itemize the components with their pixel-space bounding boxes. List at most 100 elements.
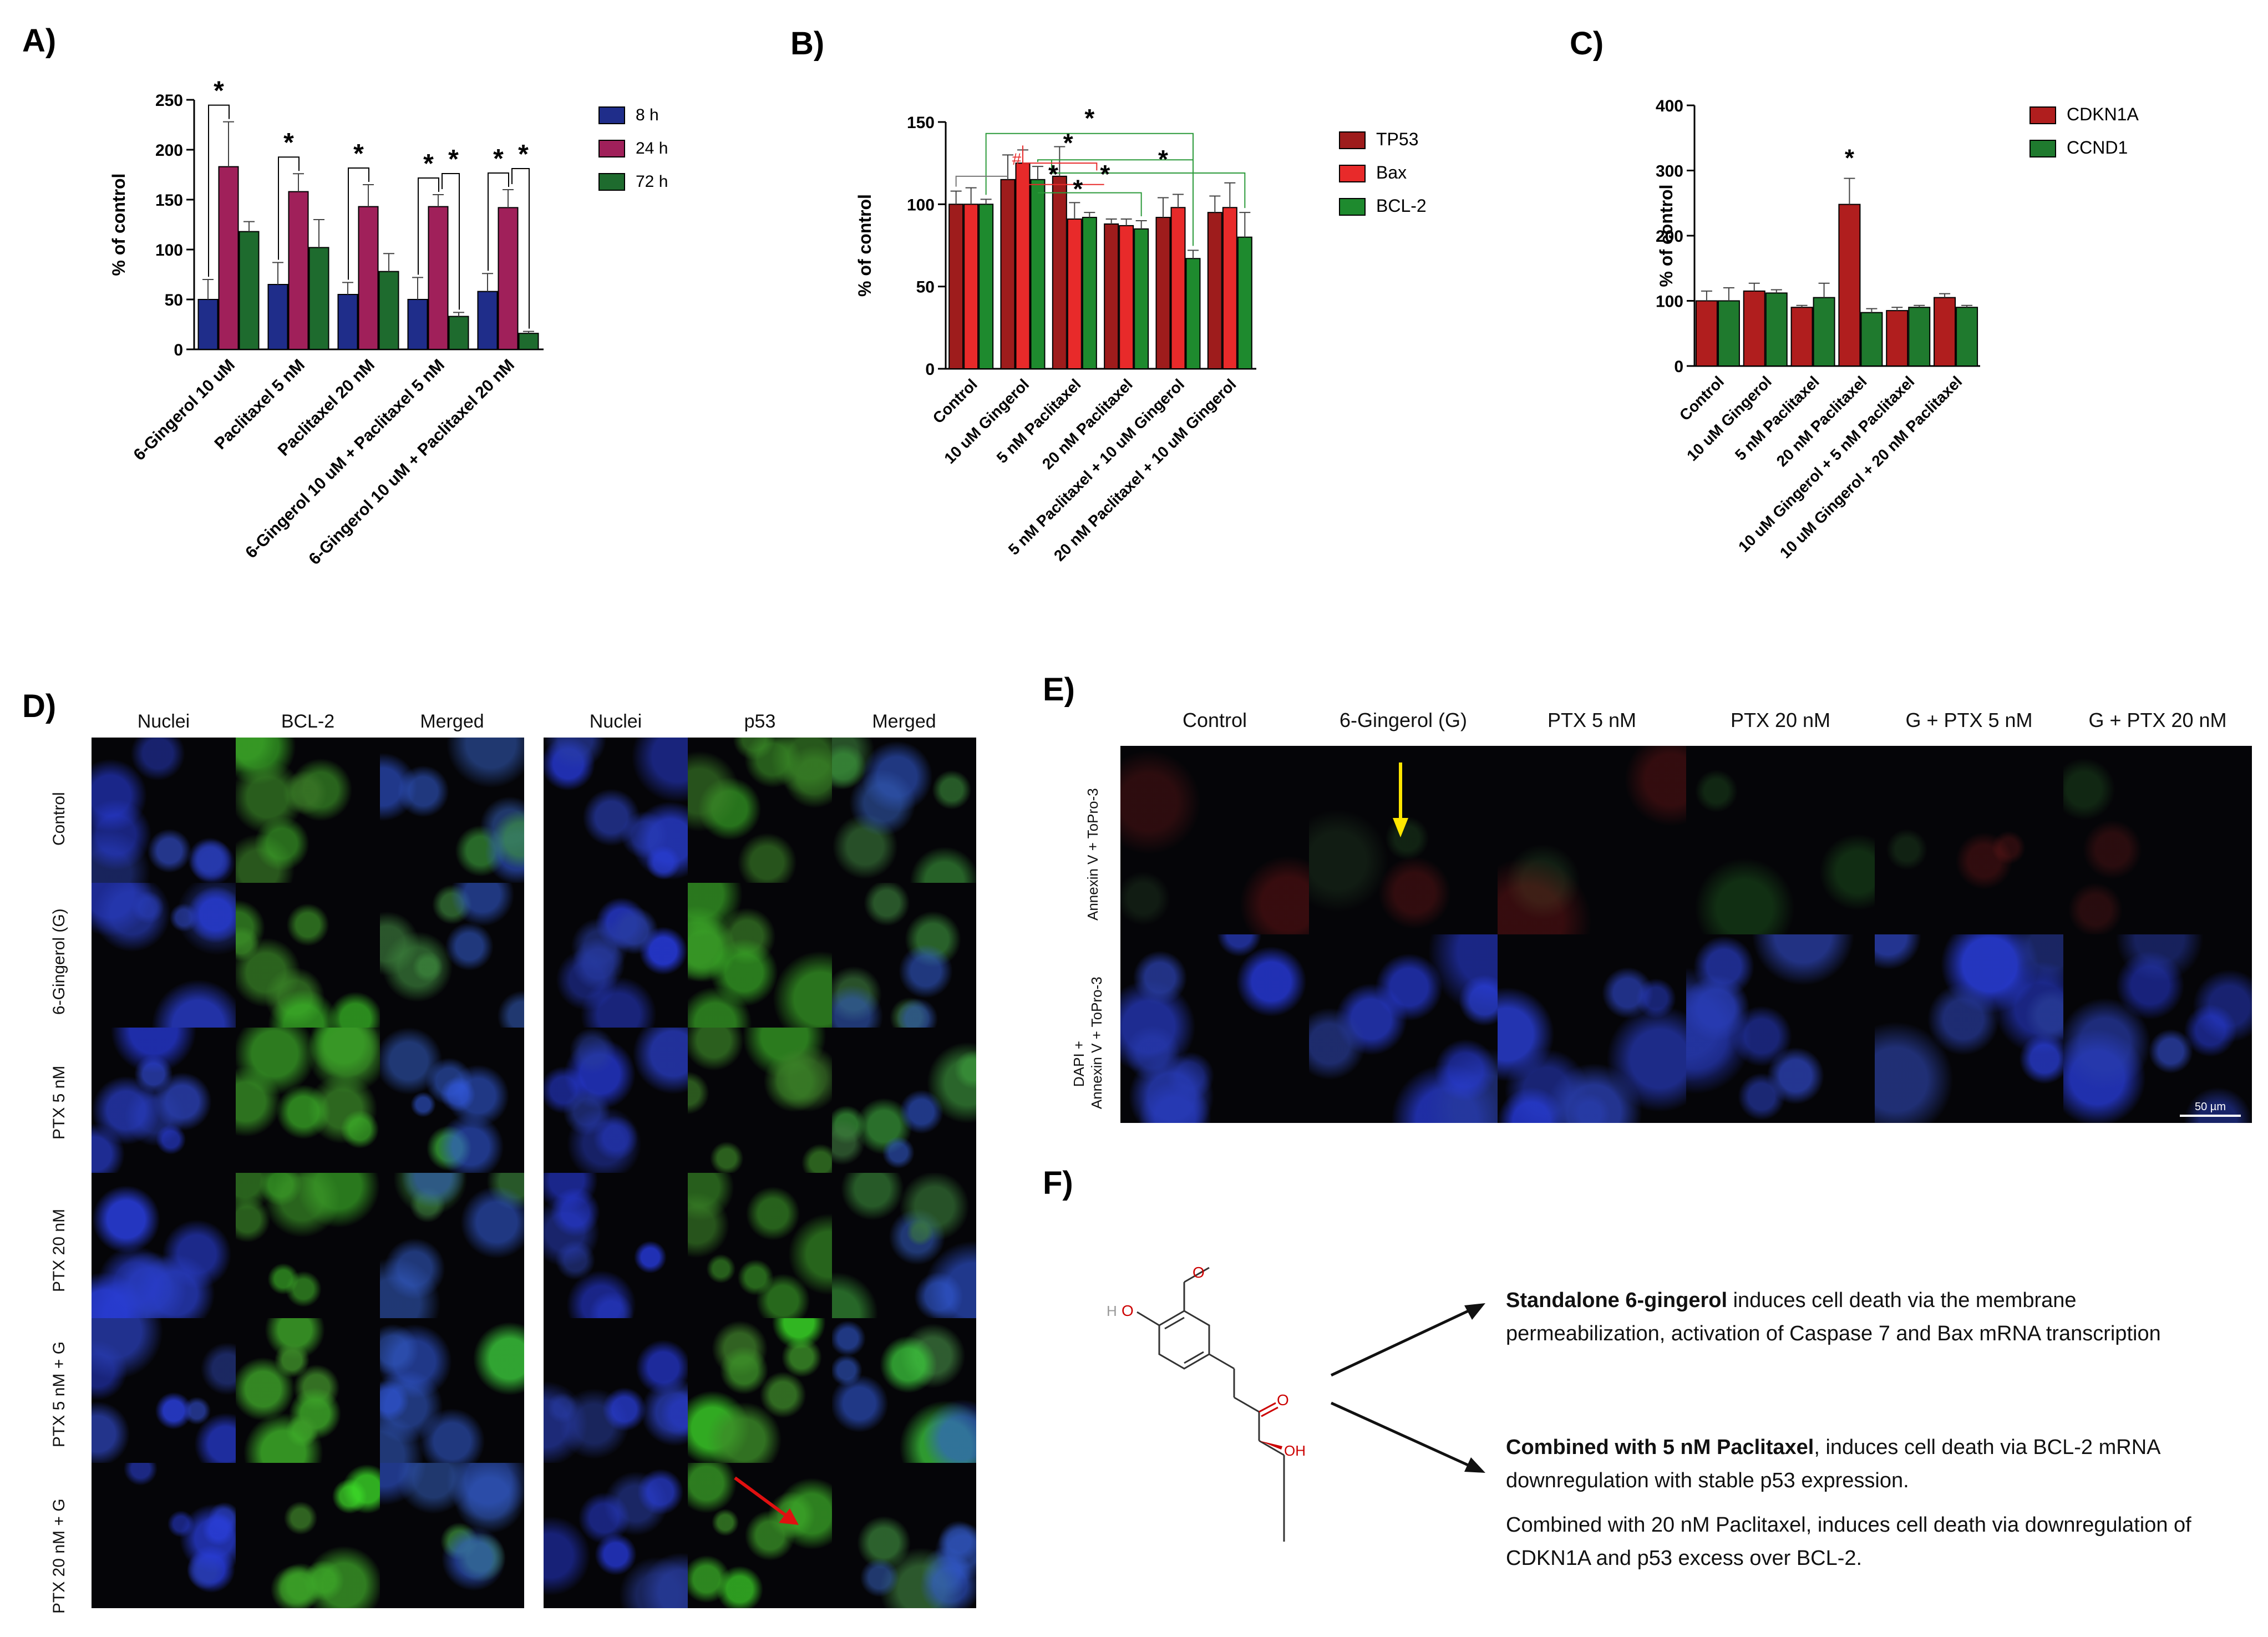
- significance-star: *: [448, 145, 459, 174]
- bar: [197, 299, 219, 350]
- significance-star: *: [214, 77, 224, 106]
- significance-star: *: [1084, 104, 1094, 133]
- atom-o3: O: [1277, 1391, 1289, 1409]
- y-tick-label: 150: [907, 114, 935, 132]
- annotation-standalone-bold: Standalone 6-gingerol: [1506, 1289, 1728, 1312]
- d-tile-p53-merged: [832, 1318, 976, 1463]
- d-header-p53: p53: [744, 711, 776, 732]
- d-tile-bcl2-signal: [236, 1463, 380, 1608]
- e-header-ptx20: PTX 20 nM: [1730, 709, 1831, 731]
- d-header-bcl2: BCL-2: [281, 711, 335, 732]
- significance-bracket: [1037, 159, 1193, 162]
- bar: [1860, 312, 1883, 367]
- gingerol-structure: H O O O OH: [1107, 1264, 1306, 1542]
- bar: [1838, 204, 1861, 367]
- bar: [239, 231, 260, 350]
- y-tick-label: 200: [1656, 227, 1683, 246]
- bar: [1119, 225, 1134, 369]
- legend-swatch: [598, 140, 625, 157]
- d-tile-bcl2-merged: [380, 882, 524, 1028]
- significance-star: *: [1845, 145, 1855, 172]
- e-scale-bar: [2180, 1115, 2241, 1117]
- bar: [498, 207, 519, 350]
- d-tile-p53-merged: [832, 1028, 976, 1173]
- atom-oh: OH: [1284, 1442, 1306, 1459]
- d-row-label-control: Control: [50, 792, 68, 846]
- bar: [477, 291, 498, 350]
- y-tick-label: 150: [155, 191, 183, 210]
- bar: [267, 284, 288, 350]
- red-arrow-head: [779, 1508, 799, 1525]
- e-tile-annexin: [1309, 746, 1498, 934]
- red-arrow-shaft: [734, 1476, 789, 1518]
- legend-label: CCND1: [2067, 138, 2128, 157]
- significance-star: *: [1048, 160, 1058, 189]
- e-tile-annexin: [1875, 746, 2063, 934]
- annotation-standalone: Standalone 6-gingerol induces cell death…: [1506, 1284, 2227, 1350]
- bar: [1934, 297, 1956, 367]
- e-tile-dapi-annexin: [1309, 934, 1498, 1123]
- legend-label: 8 h: [636, 106, 659, 124]
- hash-marker: #: [1012, 150, 1022, 169]
- e-grid: [1120, 746, 2252, 1123]
- y-tick-label: 100: [155, 241, 183, 260]
- legend-label: 72 h: [636, 172, 668, 191]
- atom-h: H: [1107, 1303, 1117, 1319]
- significance-bracket: [1051, 160, 1246, 209]
- x-tick-label: 5 nM Paclitaxel: [1732, 373, 1823, 464]
- e-scale-bar-label: 50 µm: [2195, 1101, 2226, 1113]
- x-tick-label: 10 uM Gingerol + 5 nM Paclitaxel: [1735, 373, 1917, 555]
- d-tile-p53-merged: [832, 738, 976, 883]
- panel-letter-c: C): [1570, 26, 1604, 62]
- d-header-merged-right: Merged: [872, 711, 936, 732]
- bar: [1134, 228, 1149, 370]
- bar: [978, 204, 994, 369]
- significance-star: *: [1158, 145, 1168, 174]
- legend-swatch: [598, 173, 625, 191]
- d-tile-p53-merged: [832, 1463, 976, 1608]
- significance-bracket: [955, 175, 1008, 187]
- d-tile-bcl2-merged: [380, 1028, 524, 1173]
- bar: [1222, 207, 1237, 369]
- legend-label: Bax: [1376, 162, 1407, 182]
- d-row-label-ptx20: PTX 20 nM: [50, 1208, 68, 1292]
- e-tile-annexin: [1498, 746, 1686, 934]
- panel-letter-f: F): [1043, 1165, 1073, 1201]
- bar: [1886, 310, 1909, 367]
- significance-bracket: [278, 156, 300, 260]
- d-tile-p53-merged: [832, 882, 976, 1028]
- d-row-label-ptx20g: PTX 20 nM + G: [50, 1498, 68, 1614]
- bar: [428, 206, 449, 350]
- x-tick-label: 10 uM Gingerol: [1683, 373, 1775, 464]
- bar: [1185, 258, 1201, 369]
- bar: [1908, 307, 1931, 367]
- legend-label: TP53: [1376, 129, 1418, 149]
- legend-label: BCL-2: [1376, 196, 1427, 216]
- significance-bracket: [511, 168, 530, 329]
- significance-star: *: [518, 140, 529, 169]
- e-tile-dapi-annexin: [1498, 934, 1686, 1123]
- legend-swatch: [598, 106, 625, 124]
- y-tick-label: 50: [916, 278, 935, 297]
- d-grid-bcl2: [92, 738, 524, 1608]
- significance-bracket: [418, 177, 439, 275]
- bar: [358, 206, 379, 350]
- d-tile-p53-signal: [688, 1463, 832, 1608]
- significance-bracket: [488, 172, 509, 271]
- e-tile-dapi-annexin: [2063, 934, 2252, 1123]
- y-tick-label: 100: [907, 196, 935, 214]
- yellow-arrow-icon: [1393, 762, 1408, 837]
- d-tile-bcl2-nuclei: [92, 1172, 236, 1318]
- y-tick-label: 250: [155, 91, 183, 110]
- bar: [448, 316, 469, 350]
- d-tile-bcl2-signal: [236, 738, 380, 883]
- bar: [1813, 297, 1835, 367]
- bar: [1717, 300, 1740, 367]
- arrow-icon-lower: [1330, 1401, 1485, 1473]
- atom-o1: O: [1122, 1302, 1134, 1319]
- bar: [1790, 307, 1813, 367]
- significance-star: *: [1073, 174, 1083, 203]
- d-tile-bcl2-merged: [380, 1463, 524, 1608]
- bar: [218, 166, 239, 350]
